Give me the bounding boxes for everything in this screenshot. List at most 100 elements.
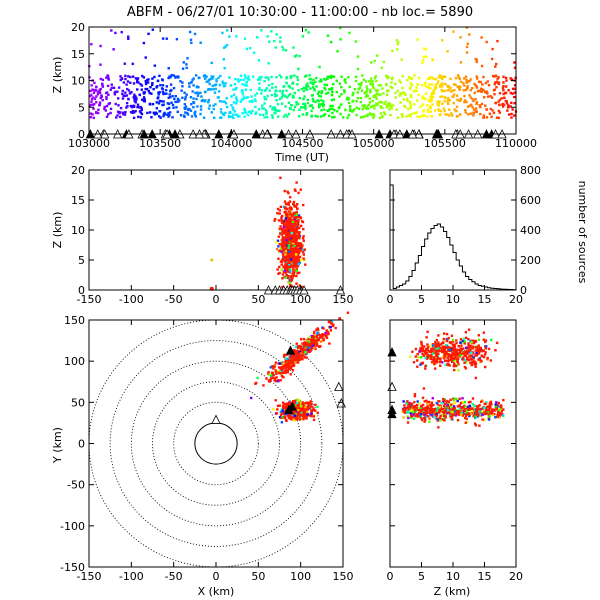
- source-point: [446, 403, 449, 407]
- source-point: [378, 93, 381, 97]
- source-point: [424, 409, 427, 412]
- source-point: [183, 103, 187, 106]
- source-point: [335, 79, 338, 82]
- source-point: [438, 405, 442, 409]
- source-point: [297, 226, 301, 230]
- source-point: [295, 267, 298, 270]
- source-point: [446, 84, 449, 88]
- source-point: [452, 398, 456, 402]
- source-point: [177, 99, 181, 102]
- source-point: [407, 404, 411, 407]
- source-point: [287, 367, 291, 370]
- source-point: [470, 341, 473, 344]
- source-point: [441, 102, 444, 105]
- source-point: [422, 55, 426, 59]
- source-point: [388, 108, 391, 111]
- source-point: [300, 417, 303, 421]
- source-point: [281, 94, 284, 97]
- source-point: [296, 215, 300, 219]
- source-point: [144, 87, 147, 91]
- time-height-panel: Z (km) Time (UT) 103000 103500 104000 10450…: [51, 21, 537, 164]
- source-point: [205, 75, 208, 78]
- source-point: [214, 83, 218, 86]
- source-point: [368, 80, 371, 83]
- source-point: [423, 82, 427, 86]
- source-point: [332, 75, 336, 78]
- source-point: [475, 102, 478, 106]
- source-point: [283, 230, 287, 234]
- source-point: [365, 87, 369, 91]
- source-point: [239, 78, 243, 82]
- source-point: [469, 361, 473, 364]
- source-point: [432, 77, 435, 81]
- source-point: [363, 104, 366, 107]
- source-point: [121, 97, 125, 100]
- station-marker: [387, 347, 397, 357]
- source-point: [466, 356, 469, 360]
- source-point: [283, 248, 286, 251]
- y-tick-label: 0: [78, 438, 85, 451]
- source-point: [304, 344, 307, 347]
- source-point: [277, 371, 281, 374]
- source-point: [491, 413, 495, 417]
- source-point: [469, 340, 472, 343]
- source-point: [426, 347, 429, 351]
- source-point: [478, 413, 482, 416]
- source-point: [197, 92, 200, 95]
- source-point: [279, 36, 282, 39]
- source-point: [457, 369, 460, 372]
- source-point: [296, 250, 299, 253]
- source-point: [182, 61, 185, 64]
- source-point: [466, 105, 470, 108]
- source-point: [477, 334, 481, 337]
- station-marker: [334, 381, 344, 391]
- histogram-line: [389, 184, 516, 291]
- source-point: [288, 250, 291, 253]
- source-point: [426, 77, 430, 81]
- source-point: [167, 96, 170, 100]
- source-point: [139, 116, 143, 119]
- source-point: [298, 350, 301, 354]
- source-point: [174, 100, 177, 104]
- x-tick-label: 0: [213, 570, 220, 583]
- source-point: [200, 95, 203, 98]
- source-point: [122, 94, 125, 97]
- source-point: [441, 39, 444, 42]
- source-point: [198, 76, 201, 80]
- source-point: [314, 403, 317, 407]
- source-point: [241, 83, 244, 86]
- source-point: [142, 99, 146, 103]
- source-point: [335, 90, 339, 94]
- source-point: [302, 227, 305, 231]
- source-point: [446, 100, 449, 104]
- source-point: [426, 411, 429, 414]
- source-point: [294, 241, 298, 244]
- source-point: [253, 98, 257, 101]
- source-point: [510, 112, 513, 116]
- source-point: [469, 112, 473, 115]
- source-point: [462, 347, 465, 350]
- source-point: [371, 104, 374, 108]
- source-point: [89, 112, 93, 115]
- source-point: [327, 320, 331, 324]
- source-point: [285, 273, 288, 277]
- source-point: [280, 263, 283, 266]
- source-point: [297, 403, 301, 407]
- source-point: [243, 115, 246, 118]
- source-point: [135, 80, 139, 84]
- source-point: [281, 259, 284, 262]
- source-point: [424, 347, 428, 351]
- source-point: [286, 115, 289, 118]
- source-point: [289, 360, 292, 363]
- source-point: [300, 87, 304, 91]
- source-point: [406, 406, 409, 410]
- source-point: [296, 410, 299, 414]
- source-point: [436, 82, 439, 85]
- source-point: [317, 345, 321, 348]
- source-point: [340, 75, 343, 78]
- source-point: [90, 93, 93, 97]
- source-point: [318, 105, 321, 109]
- source-point: [205, 80, 208, 83]
- source-point: [244, 76, 247, 79]
- source-point: [424, 349, 427, 353]
